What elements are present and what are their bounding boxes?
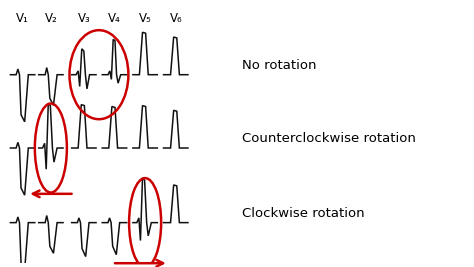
Text: V₃: V₃ xyxy=(77,12,90,25)
Text: V₅: V₅ xyxy=(139,12,152,25)
Text: V₄: V₄ xyxy=(108,12,121,25)
Text: Clockwise rotation: Clockwise rotation xyxy=(242,207,365,220)
Text: V₆: V₆ xyxy=(169,12,182,25)
Text: No rotation: No rotation xyxy=(242,59,316,72)
Text: V₂: V₂ xyxy=(45,12,57,25)
Text: Counterclockwise rotation: Counterclockwise rotation xyxy=(242,132,416,145)
Text: V₁: V₁ xyxy=(16,12,29,25)
